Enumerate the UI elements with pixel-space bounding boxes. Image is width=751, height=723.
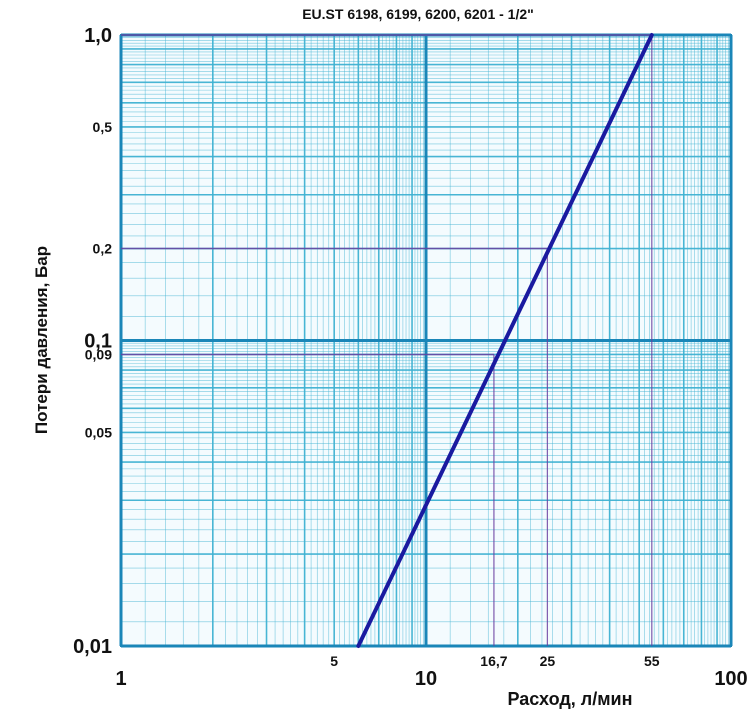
- y-tick-label: 0,5: [93, 119, 113, 135]
- x-tick-label: 16,7: [480, 653, 507, 669]
- series-line: [356, 33, 654, 648]
- y-tick-label: 0,09: [85, 346, 112, 362]
- x-tick-label: 100: [714, 668, 747, 690]
- x-tick-label: 10: [415, 668, 437, 690]
- x-tick-label: 55: [644, 653, 660, 669]
- reference-lines: [121, 34, 653, 646]
- x-axis-label: Расход, л/мин: [508, 689, 633, 709]
- grid: [119, 33, 733, 648]
- y-tick-label: 0,1: [84, 331, 112, 353]
- tick-labels: 1 10 100 5 16,7 25 55 1,0 0,1 0,01 0,5 0,2 0,09 0,05: [73, 25, 748, 690]
- y-axis-label: Потери давления, Бар: [32, 246, 51, 434]
- series-curve: [356, 33, 654, 648]
- x-tick-label: 5: [330, 653, 338, 669]
- x-tick-label: 1: [115, 668, 126, 690]
- y-tick-label: 0,01: [73, 636, 112, 658]
- x-tick-label: 25: [540, 653, 556, 669]
- y-tick-label: 0,05: [85, 424, 112, 440]
- chart-title: EU.ST 6198, 6199, 6200, 6201 - 1/2": [302, 6, 534, 22]
- y-tick-label: 1,0: [84, 25, 112, 47]
- y-tick-label: 0,2: [93, 241, 113, 257]
